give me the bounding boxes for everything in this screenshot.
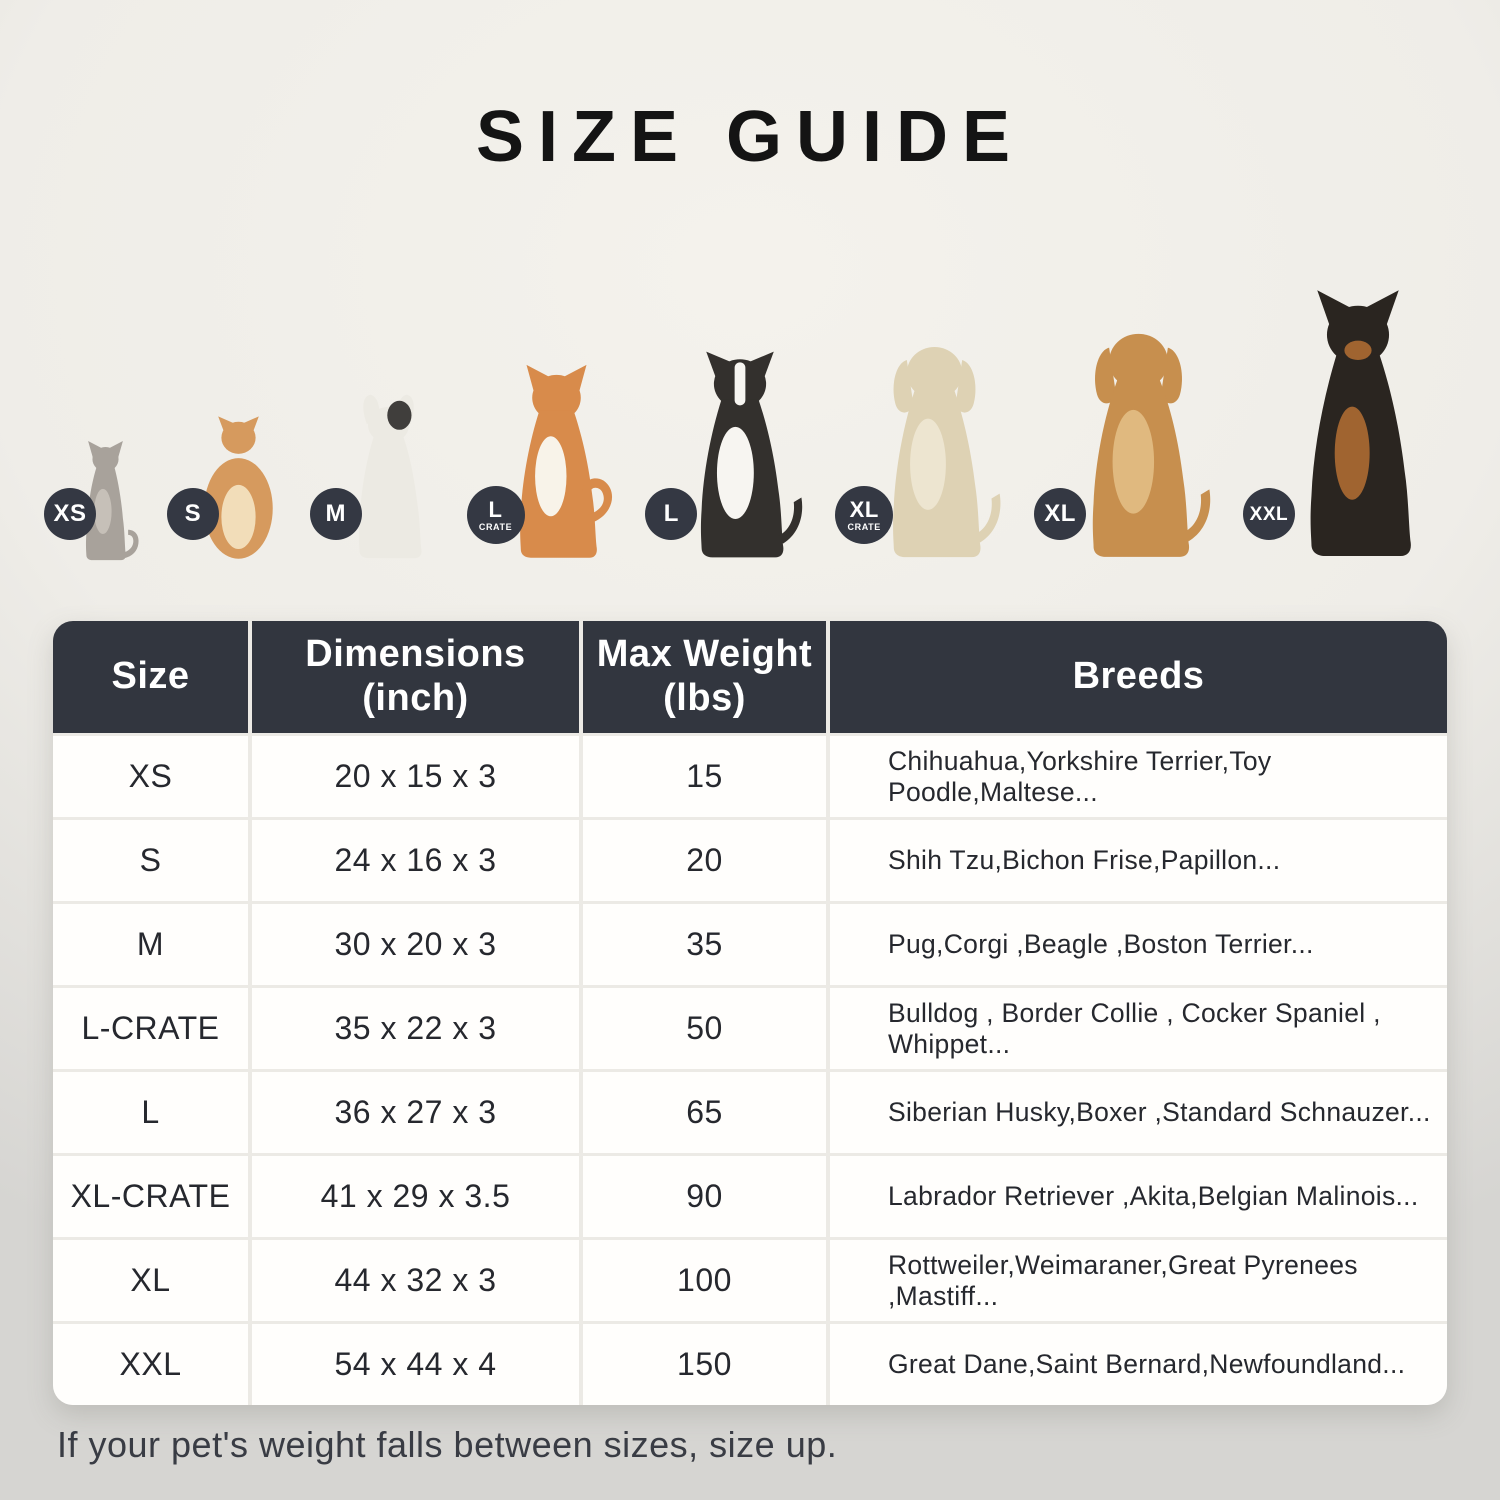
size-badge-xl: XL bbox=[1034, 488, 1087, 540]
header-max-weight: Max Weight (lbs) bbox=[583, 621, 826, 733]
xs-size-cell: XS bbox=[53, 736, 248, 817]
pet-item-l: L bbox=[645, 347, 817, 562]
size-badge-l-crate: L CRATE bbox=[466, 486, 525, 544]
doberman-photo bbox=[1310, 290, 1411, 556]
xl-size-cell: XL bbox=[53, 1240, 248, 1321]
l-max-weight-cell: 65 bbox=[583, 1072, 826, 1153]
xl-crate-size-cell: XL-CRATE bbox=[53, 1156, 248, 1237]
size-badge-xxl: XXL bbox=[1242, 488, 1295, 540]
size-badge-s: S bbox=[166, 488, 219, 540]
l-size-cell: L bbox=[53, 1072, 248, 1153]
xxl-size-cell: XXL bbox=[53, 1324, 248, 1405]
sizing-note: If your pet's weight falls between sizes… bbox=[57, 1424, 838, 1465]
xl-crate-dimensions-cell: 41 x 29 x 3.5 bbox=[252, 1156, 579, 1237]
shiba-inu-photo bbox=[519, 364, 612, 558]
header-breeds: Breeds bbox=[830, 621, 1447, 733]
header-size: Size bbox=[53, 621, 248, 733]
labrador-photo bbox=[893, 347, 1001, 558]
l-breeds-cell: Siberian Husky,Boxer ,Standard Schnauzer… bbox=[830, 1072, 1447, 1153]
border-collie-photo bbox=[701, 351, 803, 558]
pet-item-xl-crate: XL CRATE bbox=[835, 334, 1016, 562]
xs-dimensions-cell: 20 x 15 x 3 bbox=[252, 736, 579, 817]
pet-item-xs: XS bbox=[44, 440, 149, 562]
xl-dimensions-cell: 44 x 32 x 3 bbox=[252, 1240, 579, 1321]
m-dimensions-cell: 30 x 20 x 3 bbox=[252, 904, 579, 985]
xxl-dimensions-cell: 54 x 44 x 4 bbox=[252, 1324, 579, 1405]
xs-max-weight-cell: 15 bbox=[583, 736, 826, 817]
pomeranian-photo bbox=[204, 416, 273, 559]
pet-item-m: M bbox=[309, 392, 449, 562]
page-title: SIZE GUIDE bbox=[475, 97, 1025, 177]
s-max-weight-cell: 20 bbox=[583, 820, 826, 901]
m-breeds-cell: Pug,Corgi ,Beagle ,Boston Terrier... bbox=[830, 904, 1447, 985]
m-max-weight-cell: 35 bbox=[583, 904, 826, 985]
l-dimensions-cell: 36 x 27 x 3 bbox=[252, 1072, 579, 1153]
s-dimensions-cell: 24 x 16 x 3 bbox=[252, 820, 579, 901]
l-crate-size-cell: L-CRATE bbox=[53, 988, 248, 1069]
pet-size-lineup: XS S bbox=[44, 270, 1455, 562]
xl-crate-breeds-cell: Labrador Retriever ,Akita,Belgian Malino… bbox=[830, 1156, 1447, 1237]
pet-item-xl: XL bbox=[1034, 320, 1225, 562]
s-breeds-cell: Shih Tzu,Bichon Frise,Papillon... bbox=[830, 820, 1447, 901]
xxl-breeds-cell: Great Dane,Saint Bernard,Newfoundland... bbox=[830, 1324, 1447, 1405]
french-bulldog-photo bbox=[358, 394, 422, 559]
xxl-max-weight-cell: 150 bbox=[583, 1324, 826, 1405]
xs-breeds-cell: Chihuahua,Yorkshire Terrier,Toy Poodle,M… bbox=[830, 736, 1447, 817]
size-badge-xs: XS bbox=[44, 488, 96, 540]
size-badge-xl-crate: XL CRATE bbox=[835, 486, 894, 544]
pet-item-s: S bbox=[166, 412, 292, 562]
pet-item-l-crate: L CRATE bbox=[466, 362, 628, 562]
cat-photo bbox=[85, 440, 139, 561]
xl-max-weight-cell: 100 bbox=[583, 1240, 826, 1321]
m-size-cell: M bbox=[53, 904, 248, 985]
l-crate-dimensions-cell: 35 x 22 x 3 bbox=[252, 988, 579, 1069]
xl-breeds-cell: Rottweiler,Weimaraner,Great Pyrenees ,Ma… bbox=[830, 1240, 1447, 1321]
size-badge-m: M bbox=[309, 488, 362, 540]
l-crate-breeds-cell: Bulldog , Border Collie , Cocker Spaniel… bbox=[830, 988, 1447, 1069]
l-crate-max-weight-cell: 50 bbox=[583, 988, 826, 1069]
size-badge-l: L bbox=[645, 488, 698, 540]
xl-crate-max-weight-cell: 90 bbox=[583, 1156, 826, 1237]
golden-retriever-photo bbox=[1092, 333, 1211, 557]
pet-item-xxl: XXL bbox=[1242, 290, 1455, 562]
size-table: Size Dimensions (inch) Max Weight (lbs) … bbox=[53, 621, 1447, 1405]
header-dimensions: Dimensions (inch) bbox=[252, 621, 579, 733]
s-size-cell: S bbox=[53, 820, 248, 901]
